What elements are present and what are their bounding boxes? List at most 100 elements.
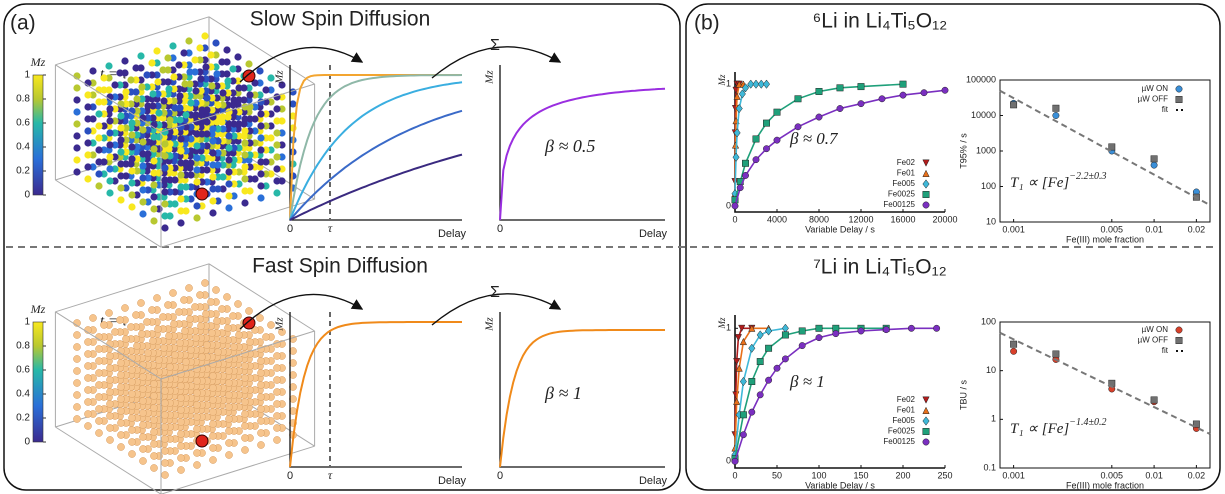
point [756,358,764,366]
spin-dot [229,65,237,73]
spin-dot [203,142,211,150]
spin-dot [148,83,156,91]
spin-dot [201,32,209,40]
spin-dot [225,439,233,447]
spin-dot [144,102,152,110]
spin-dot [73,355,81,363]
spin-dot [150,380,158,388]
point [748,408,756,416]
spin-dot [176,104,184,112]
spin-dot [106,177,114,185]
x-tick-label: 0.001 [1002,224,1025,234]
spin-dot [209,149,217,157]
spin-dot [149,102,157,110]
legend-marker [1175,326,1183,334]
y-tick-label: 100 [981,316,996,326]
y-tick-label: 0 [726,456,731,466]
y-axis-label: Mz [717,317,727,329]
spin-dot [241,163,249,171]
series-line [734,83,767,194]
spin-dot [213,70,221,78]
spin-dot [116,316,124,324]
spin-dot [257,182,265,190]
point [781,323,789,333]
spin-dot [187,171,195,179]
spin-dot [203,118,211,126]
spin-dot [208,94,216,102]
spin-dot [246,187,254,195]
spin-dot [170,73,178,81]
spin-dot [267,74,275,82]
point [1150,161,1158,169]
colorbar-tick-label: 0.2 [16,413,30,424]
spin-dot [117,160,125,168]
cube-edge [55,311,162,380]
spin-dot [106,105,114,113]
colorbar [32,321,44,443]
x-label: Delay [639,475,668,487]
spin-dot [182,195,190,203]
spin-dot [214,101,222,109]
spin-dot [193,413,201,421]
spin-dot [139,150,147,158]
spin-dot [202,75,210,83]
point [731,202,739,210]
spin-dot [138,83,146,91]
spin-dot [95,98,103,106]
legend-marker [922,428,930,435]
x-tau: τ [328,221,333,235]
legend-label: fit [1162,346,1169,355]
spin-dot [177,183,185,191]
spin-dot [182,183,190,191]
spin-dot [144,162,152,170]
spin-dot [273,388,281,396]
y-label: Mz [274,317,286,332]
spin-dot [138,107,146,115]
spin-dot [117,395,125,403]
spin-dot [84,91,92,99]
spin-dot [144,198,152,206]
spin-dot [171,200,179,208]
spin-dot [95,357,103,365]
spin-dot [191,303,199,311]
cube-edge [160,83,315,133]
point [765,344,773,352]
spin-dot [289,100,297,108]
spin-dot [166,200,174,208]
spin-dot [192,334,200,342]
spin-dot [117,431,125,439]
spin-dot [116,93,124,101]
x-tick-label: 150 [853,470,868,480]
spin-dot [171,351,179,359]
spin-dot [191,80,199,88]
spin-dot [171,152,179,160]
spin-dot [225,156,233,164]
spin-dot [251,91,259,99]
legend-label: Fe02 [897,395,916,404]
spin-dot [100,170,108,178]
spin-dot [193,202,201,210]
spin-dot [128,402,136,410]
legend-marker [922,169,930,177]
spin-dot [218,305,226,313]
spin-dot [165,97,173,105]
y-label: Mz [274,70,286,85]
spin-dot [177,147,185,155]
highlight-dot [195,434,209,448]
spin-dot [128,167,136,175]
spin-dot [161,188,169,196]
spin-dot [153,294,161,302]
legend-label: µW ON [1142,325,1169,334]
x-axis-label: Variable Delay / s [805,224,875,234]
spin-dot [257,170,265,178]
spin-dot [182,171,190,179]
sum-symbol: Σ [490,37,500,54]
spin-dot [207,298,215,306]
spin-dot [256,314,264,322]
spin-dot [278,81,286,89]
spin-dot [150,416,158,424]
spin-dot [139,373,147,381]
spin-dot [177,219,185,227]
spin-dot [225,367,233,375]
x-label: Delay [438,228,467,240]
